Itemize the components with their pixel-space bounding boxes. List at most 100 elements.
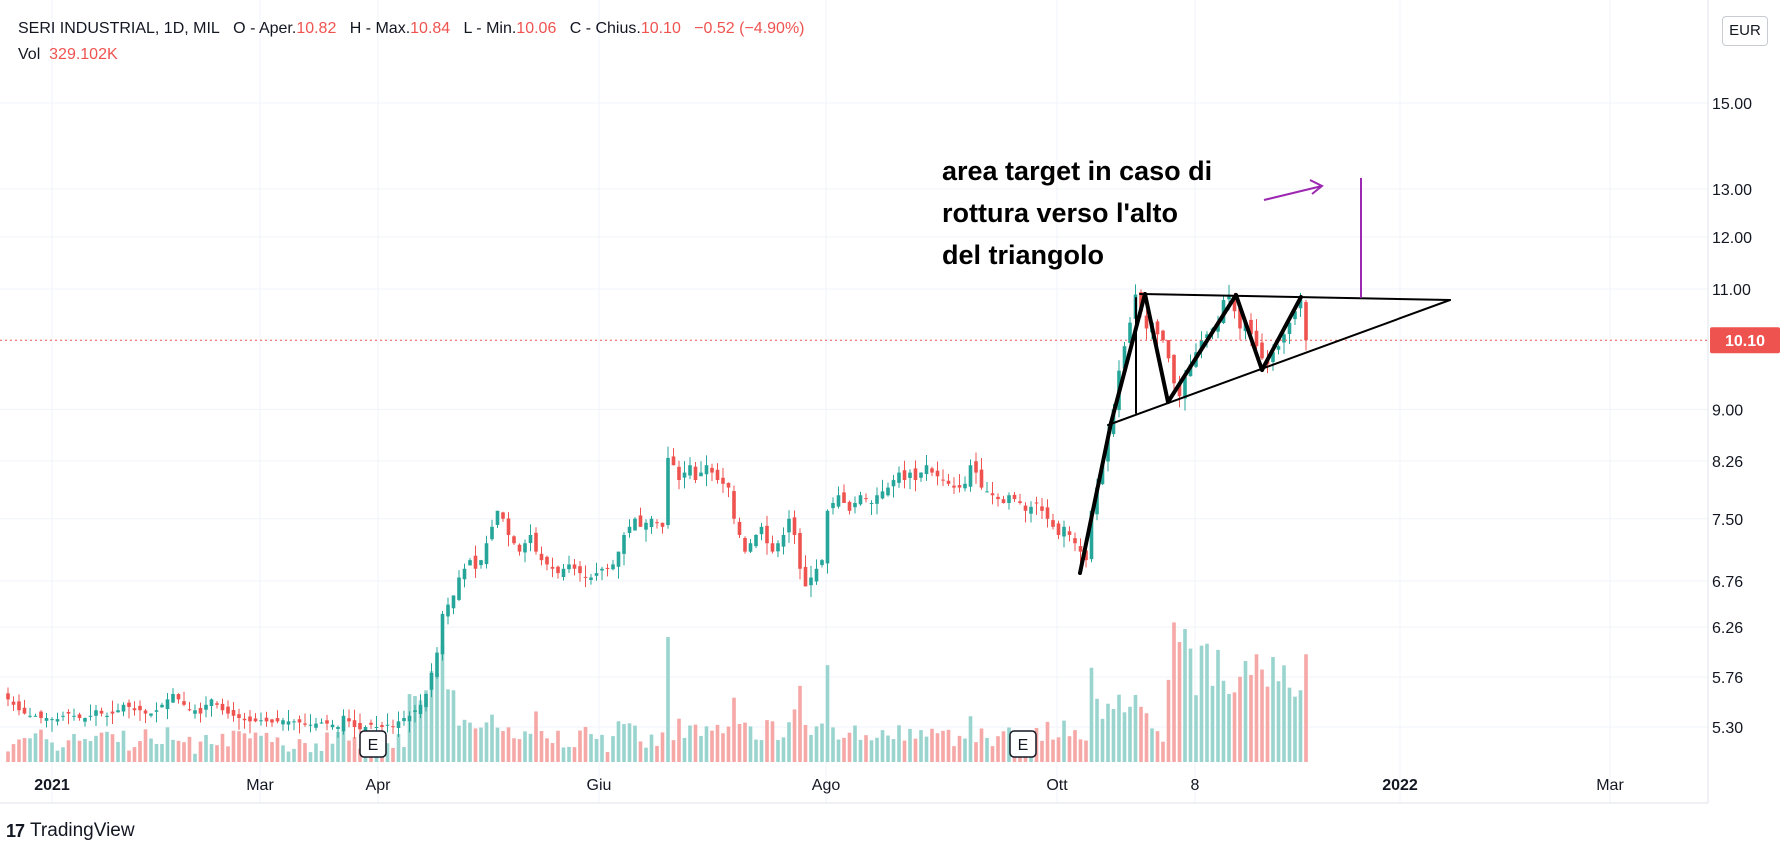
candle-body xyxy=(1100,465,1105,485)
candle-body xyxy=(743,537,747,552)
annotation-line-1: area target in caso di xyxy=(942,156,1213,186)
volume-bar xyxy=(1062,720,1066,762)
earnings-marker-1[interactable]: E xyxy=(359,730,387,758)
volume-bar xyxy=(572,747,577,762)
price-axis[interactable]: 15.00 13.00 12.00 11.00 9.00 8.26 7.50 6.76 6.26… xyxy=(1712,96,1752,737)
volume-bar xyxy=(616,721,621,762)
candle-body xyxy=(1227,294,1231,300)
candle-body xyxy=(385,724,390,726)
volume-bar xyxy=(633,725,637,762)
tradingview-brand[interactable]: 17 TradingView xyxy=(6,820,135,842)
volume-bar xyxy=(787,722,791,762)
volume-bar xyxy=(396,733,401,762)
volume-bar xyxy=(990,746,995,762)
candle-body xyxy=(308,724,313,726)
volume-bar xyxy=(1232,692,1237,762)
volume-bar xyxy=(1243,661,1248,762)
candle-body xyxy=(963,483,967,489)
candle-body xyxy=(209,699,214,707)
candle-body xyxy=(72,715,76,717)
candle-body xyxy=(264,717,269,722)
volume-bar xyxy=(759,740,764,762)
candle-body xyxy=(88,715,93,717)
candle-body xyxy=(1238,308,1242,329)
candle-body xyxy=(83,718,87,722)
candle-body xyxy=(292,721,296,723)
price-tick-label: 9.00 xyxy=(1712,402,1743,419)
volume-bar xyxy=(1139,706,1143,762)
volume-bar xyxy=(589,734,593,762)
volume-bar xyxy=(682,737,687,762)
volume-bar xyxy=(671,740,676,762)
volume-bar xyxy=(132,747,137,762)
candle-body xyxy=(1172,354,1176,384)
candle-body xyxy=(671,456,676,466)
volume-bar xyxy=(622,724,626,762)
volume-bar xyxy=(847,732,852,762)
candle-body xyxy=(754,534,758,547)
volume-bar xyxy=(204,735,208,762)
candle-body xyxy=(528,534,533,544)
candle-body xyxy=(787,518,791,533)
price-tick-label: 13.00 xyxy=(1712,182,1752,199)
candle-body xyxy=(11,701,16,705)
volume-bar xyxy=(171,739,175,762)
volume-bar xyxy=(765,720,769,762)
candle-body xyxy=(149,713,153,716)
volume-bar xyxy=(1221,680,1226,762)
candle-body xyxy=(869,502,874,504)
candle-body xyxy=(968,465,973,487)
volume-bar xyxy=(737,724,742,762)
volume-bar xyxy=(303,743,307,762)
candle-body xyxy=(737,521,742,535)
volume-bar xyxy=(792,709,797,762)
price-tick-label: 5.30 xyxy=(1712,720,1743,737)
candle-body xyxy=(341,715,346,732)
volume-bar xyxy=(820,723,824,762)
candle-body xyxy=(468,560,472,566)
candle-body xyxy=(94,710,98,716)
volume-bar xyxy=(803,725,808,762)
candle-body xyxy=(721,477,725,484)
candle-body xyxy=(594,573,599,576)
volume-bar xyxy=(754,739,758,762)
candle-body xyxy=(1078,546,1083,552)
volume-bar xyxy=(924,736,929,762)
candle-body xyxy=(1155,321,1160,335)
volume-bar xyxy=(286,751,291,762)
volume-legend: Vol 329.102K xyxy=(18,46,118,64)
volume-bar xyxy=(627,723,632,762)
volume-bar xyxy=(1128,706,1132,762)
candle-body xyxy=(413,710,417,712)
volume-bar xyxy=(314,743,318,762)
volume-bar xyxy=(253,732,258,762)
candle-body xyxy=(781,534,786,547)
volume-bar xyxy=(325,732,329,762)
candle-body xyxy=(1183,376,1187,399)
volume-bar xyxy=(864,735,868,762)
volume-bar xyxy=(605,751,610,762)
candle-body xyxy=(253,718,258,722)
volume-bar xyxy=(1293,696,1297,762)
volume-bar xyxy=(644,747,648,762)
volume-bar xyxy=(209,744,214,762)
candle-body xyxy=(770,543,775,552)
candle-body xyxy=(1012,494,1017,500)
currency-button[interactable]: EUR xyxy=(1722,16,1768,46)
candle-body xyxy=(1216,322,1220,332)
earnings-marker-2[interactable]: E xyxy=(1009,730,1037,758)
time-axis[interactable]: 2021 Mar Apr Giu Ago Ott 8 2022 Mar xyxy=(34,777,1624,794)
high-label: H - Max. xyxy=(349,20,411,37)
triangle-drawing xyxy=(1078,292,1451,575)
volume-bar xyxy=(1067,736,1072,762)
candle-body xyxy=(165,699,170,710)
volume-bar xyxy=(902,740,907,762)
candle-body xyxy=(66,711,71,714)
volume-bar xyxy=(215,745,219,762)
volume-bar xyxy=(649,734,654,762)
candle-body xyxy=(226,706,230,714)
volume-bar xyxy=(457,725,461,762)
candle-body xyxy=(501,512,505,519)
candle-body xyxy=(1089,510,1094,560)
